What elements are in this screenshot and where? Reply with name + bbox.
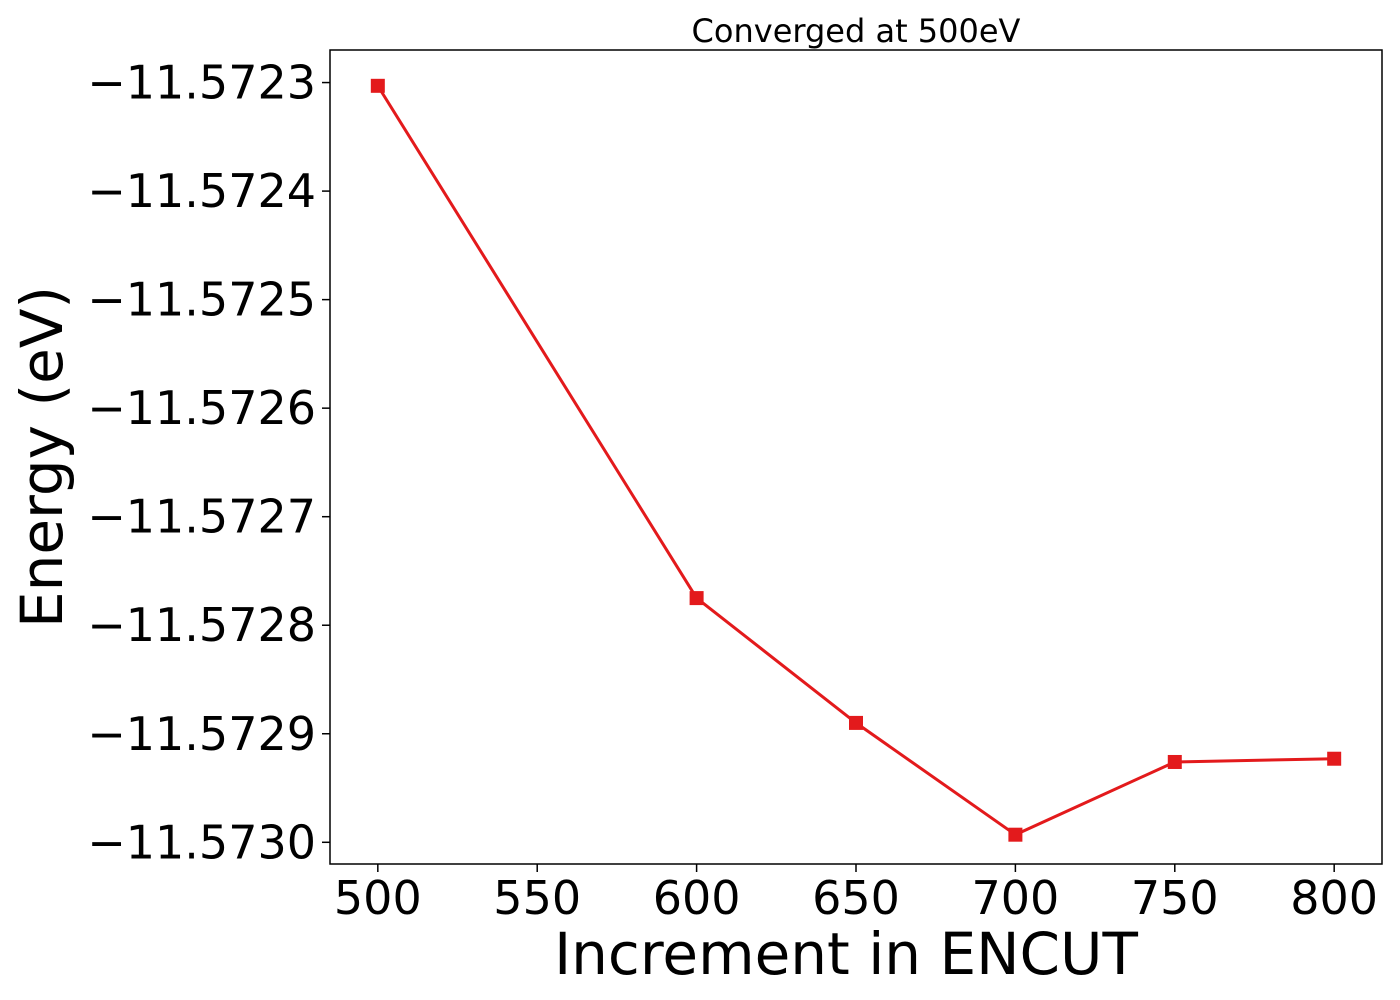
data-point-marker	[1008, 827, 1023, 842]
y-tick-label: −11.5726	[87, 381, 316, 435]
y-tick-label: −11.5730	[87, 815, 316, 869]
x-tick-label: 700	[971, 871, 1059, 925]
y-tick-label: −11.5728	[87, 598, 316, 652]
y-tick-label: −11.5725	[87, 273, 316, 327]
data-point-marker	[1327, 751, 1342, 766]
data-point-marker	[849, 715, 863, 730]
x-tick-label: 500	[334, 871, 422, 925]
x-axis-title: Increment in ENCUT	[554, 920, 1138, 988]
chart-title: Converged at 500eV	[692, 12, 1021, 50]
data-point-marker	[370, 78, 385, 93]
x-tick-label: 800	[1290, 871, 1378, 925]
x-tick-label: 750	[1131, 871, 1219, 925]
y-tick-label: −11.5727	[87, 490, 316, 544]
series-line	[376, 85, 1335, 837]
x-tick-label: 600	[653, 871, 741, 925]
y-axis-title: Energy (eV)	[8, 286, 76, 628]
y-axis-ticks: −11.5723 −11.5724 −11.5725 −11.5726 −11.5727…	[87, 56, 330, 869]
x-tick-label: 550	[493, 871, 581, 925]
plot-area	[329, 49, 1383, 865]
y-tick-label: −11.5724	[87, 164, 316, 218]
data-point-marker	[1167, 754, 1182, 769]
series-layer	[370, 78, 1342, 842]
x-axis-ticks: 500 550 600 650 700 750 800	[334, 864, 1378, 925]
y-tick-label: −11.5729	[87, 707, 316, 761]
data-point-marker	[689, 591, 704, 606]
x-tick-label: 650	[812, 871, 900, 925]
y-tick-label: −11.5723	[87, 56, 316, 110]
